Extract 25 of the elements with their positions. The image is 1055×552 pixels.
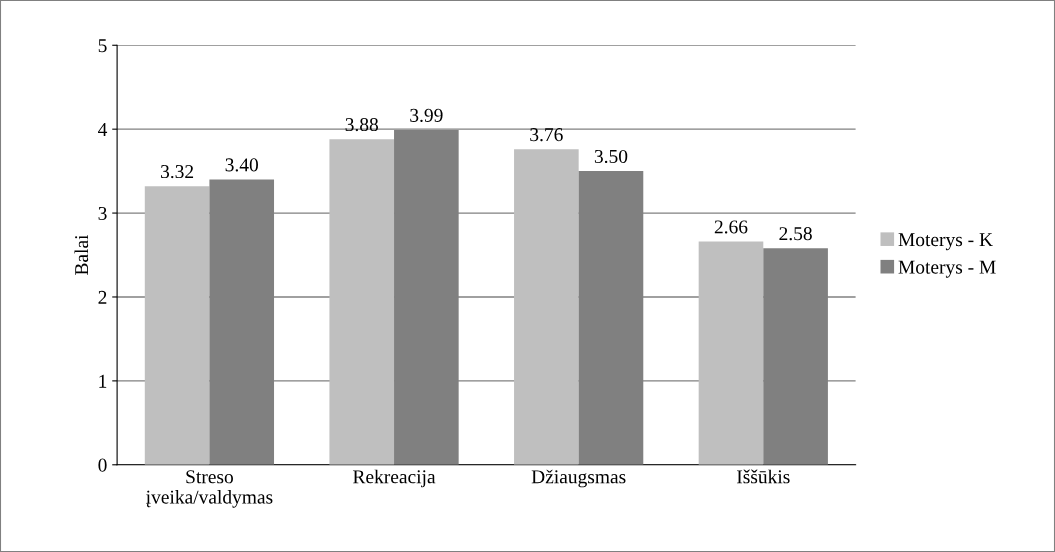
y-tick-label: 4 [98,123,108,136]
data-label: 2.66 [714,220,748,234]
y-tick-label: 1 [99,374,107,388]
bar [329,139,395,465]
y-tick-label: 5 [98,39,107,53]
y-tick-label: 0 [98,458,107,472]
bar [698,241,764,465]
legend-label: Moterys - M [898,260,996,278]
x-tick-label: Rekreacija [353,469,436,488]
data-label: 3.99 [410,108,443,122]
x-tick-label: Džiaugsmas [531,469,626,488]
data-label: 3.76 [530,128,563,142]
data-label: 3.88 [345,118,379,132]
legend-label: Moterys - K [898,233,993,251]
data-label: 3.50 [594,149,628,164]
bar [514,149,579,465]
data-label: 3.32 [161,165,194,179]
y-tick-label: 3 [98,206,107,221]
data-label: 2.58 [779,227,812,241]
x-tick-label: Iššūkis [736,469,790,484]
data-label: 3.40 [225,158,258,172]
y-tick-label: 2 [98,290,107,304]
x-tick-label: Streso įveika/valdymas [146,470,273,508]
y-axis-title: Balai [74,234,89,275]
bar [144,186,210,465]
